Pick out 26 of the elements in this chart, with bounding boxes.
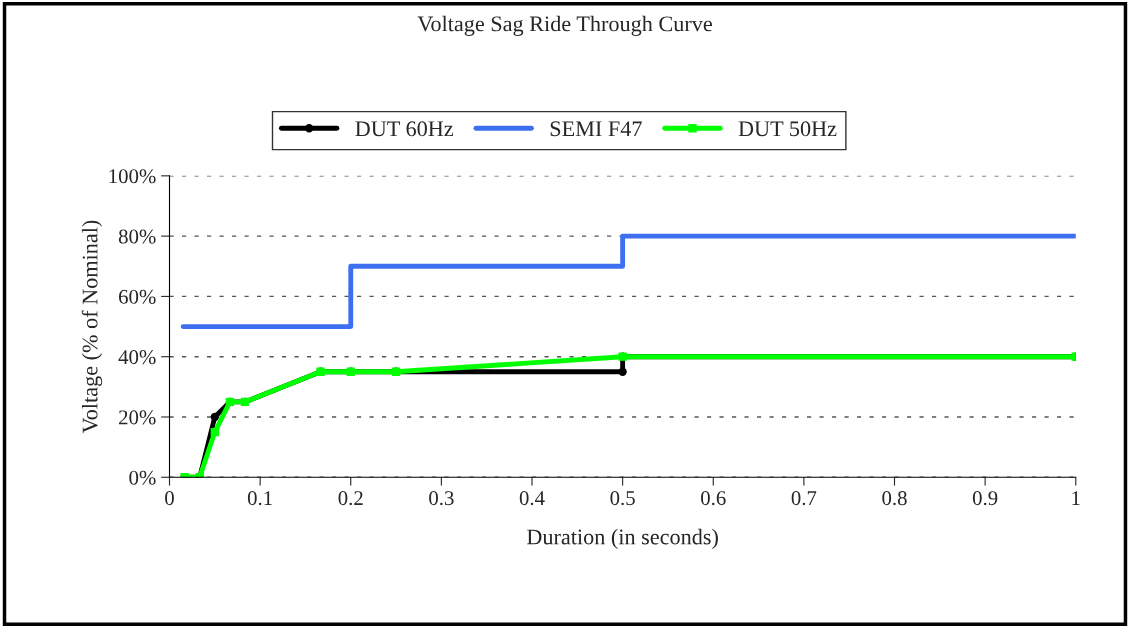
- legend-label: SEMI F47: [550, 121, 642, 137]
- point: [210, 412, 219, 422]
- x-tick-label: 0.7: [791, 491, 817, 506]
- y-tick-label: 60%: [119, 289, 156, 304]
- x-tick-label: 0: [165, 491, 174, 506]
- x-tick-label: 0.6: [701, 491, 726, 506]
- x-tick-label: 1: [1072, 491, 1080, 505]
- x-tick-label: 0.2: [338, 491, 363, 506]
- y-tick-label: 100%: [109, 169, 156, 184]
- x-tick-label: 0.9: [972, 491, 998, 506]
- x-tick-label: 0.1: [247, 491, 272, 506]
- x-tick-label: 0.8: [882, 491, 907, 506]
- point: [618, 367, 627, 376]
- y-tick-label: 20%: [119, 410, 156, 425]
- x-tick-label: 0.3: [429, 491, 454, 506]
- x-tick-label: 0.4: [519, 491, 545, 506]
- legend-label: DUT 50Hz: [738, 121, 837, 137]
- y-axis-title: Voltage (% of Nominal): [81, 220, 103, 434]
- x-tick-label: 0.5: [610, 491, 635, 506]
- point: [210, 427, 219, 437]
- x-axis-title: Duration (in seconds): [526, 528, 718, 549]
- y-tick-label: 0%: [129, 470, 156, 485]
- y-tick-label: 40%: [118, 350, 156, 365]
- legend-label: DUT 60Hz: [355, 121, 454, 137]
- chart-title: Voltage Sag Ride Through Curve: [417, 15, 712, 36]
- y-tick-label: 80%: [118, 229, 156, 244]
